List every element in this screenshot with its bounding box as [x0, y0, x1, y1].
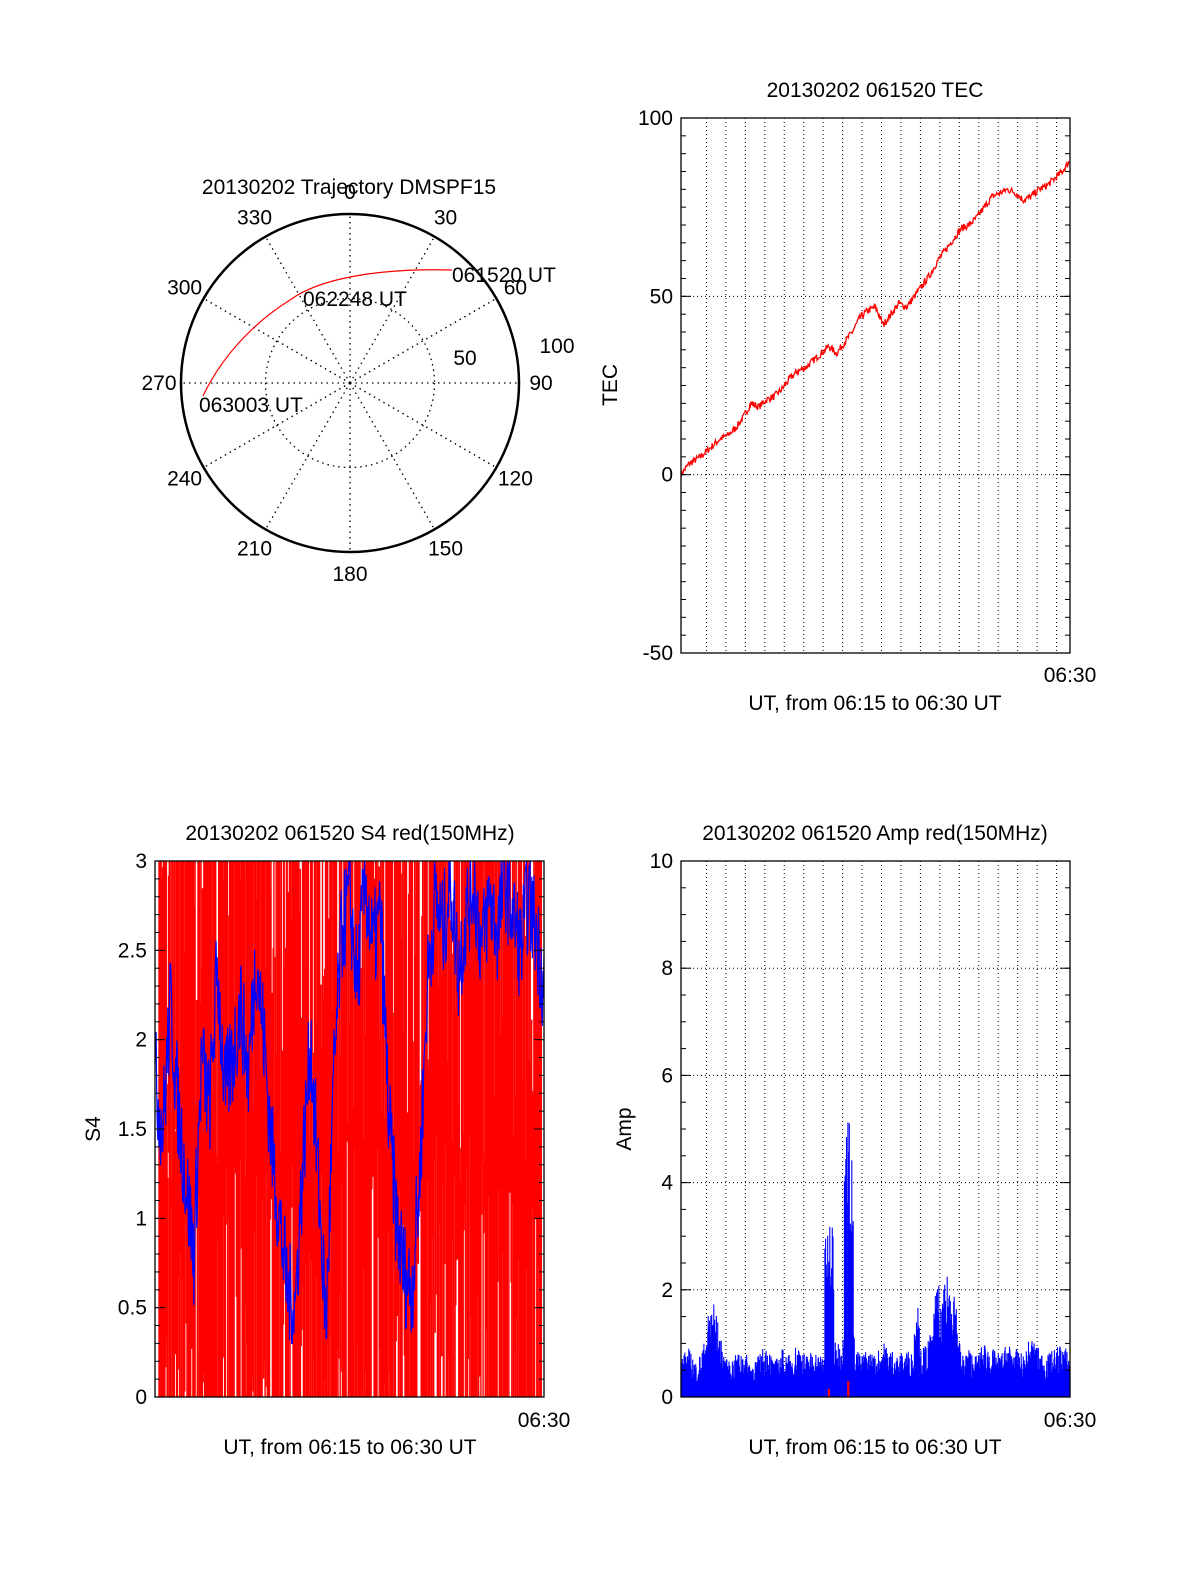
amp-chart: 20130202 061520 Amp red(150MHz) 1086420 …: [613, 822, 1096, 1459]
s4-y-axis-label: S4: [82, 1116, 105, 1142]
polar-angle-label: 0: [344, 181, 356, 204]
polar-angle-label: 150: [428, 537, 463, 560]
y-tick-label: 1: [135, 1207, 147, 1230]
polar-radial-label: 100: [539, 335, 574, 358]
time-label-end: 063003 UT: [199, 394, 303, 417]
polar-angle-label: 60: [504, 277, 527, 300]
polar-angle-label: 270: [141, 372, 176, 395]
tec-y-axis-label: TEC: [599, 364, 622, 406]
y-tick-label: 0: [135, 1386, 147, 1409]
y-tick-label: -50: [643, 642, 673, 665]
time-label-mid: 062248 UT: [303, 288, 407, 311]
tec-x-tick-label: 06:30: [1044, 664, 1097, 687]
polar-spoke: [349, 382, 497, 469]
s4-chart: 20130202 061520 S4 red(150MHz) 3 2.5 2 1.5 1…: [82, 822, 570, 1459]
polar-radial-label: 50: [453, 347, 476, 370]
s4-x-axis-label: UT, from 06:15 to 06:30 UT: [223, 1436, 476, 1459]
s4-plot-area: 3 2.5 2 1.5 1 0.5 0: [118, 850, 545, 1409]
amp-blue-series: [680, 1276, 1071, 1397]
amp-x-tick-label: 06:30: [1044, 1409, 1097, 1432]
y-tick-label: 0: [661, 464, 673, 487]
polar-angle-label: 30: [434, 207, 457, 230]
polar-angle-label: 90: [529, 372, 552, 395]
tec-x-axis-label: UT, from 06:15 to 06:30 UT: [748, 692, 1001, 715]
y-tick-label: 50: [650, 285, 673, 308]
amp-blue-burst: [847, 1152, 854, 1376]
y-tick-label: 1.5: [118, 1118, 147, 1141]
polar-spoke: [203, 382, 351, 469]
polar-outer-ring: [179, 212, 521, 554]
plot-frame: [680, 860, 1071, 1398]
y-tick-label: 2: [135, 1029, 147, 1052]
y-tick-label: 3: [135, 850, 147, 873]
polar-trajectory-chart: 20130202 Trajectory DMSPF15 0 30 60 90 120 15…: [141, 176, 574, 586]
polar-spoke: [349, 236, 436, 384]
polar-spoke: [203, 297, 351, 384]
y-tick-label: 2.5: [118, 939, 147, 962]
y-tick-label: 8: [661, 957, 673, 980]
polar-labels: 0 30 60 90 120 150 180 210 240 270 300 330 50 100: [141, 181, 574, 586]
y-tick-label: 0.5: [118, 1297, 147, 1320]
y-tick-label: 6: [661, 1064, 673, 1087]
time-label-start: 061520 UT: [452, 264, 556, 287]
y-tick-label: 2: [661, 1279, 673, 1302]
polar-angle-label: 240: [167, 468, 202, 491]
tec-plot-area: 100 50 0 -50: [638, 107, 1071, 665]
polar-angle-label: 180: [332, 563, 367, 586]
amp-chart-title: 20130202 061520 Amp red(150MHz): [702, 822, 1048, 845]
polar-angle-label: 330: [237, 207, 272, 230]
y-tick-label: 100: [638, 107, 673, 130]
s4-x-tick-label: 06:30: [518, 1409, 571, 1432]
polar-ring-50: [264, 297, 436, 469]
polar-angle-label: 120: [498, 468, 533, 491]
polar-angle-label: 300: [167, 277, 202, 300]
amp-blue-burst: [933, 1285, 940, 1376]
polar-spoke: [264, 382, 351, 530]
polar-spoke: [349, 297, 497, 384]
trajectory-line: [202, 269, 453, 397]
y-tick-label: 4: [661, 1172, 673, 1195]
polar-spoke: [264, 236, 351, 384]
amp-blue-burst: [913, 1307, 920, 1376]
plot-frame: [680, 117, 1071, 654]
amp-plot-area: 10 8 6 4 2 0: [650, 850, 1071, 1409]
polar-angle-label: 210: [237, 537, 272, 560]
tec-chart-title: 20130202 061520 TEC: [767, 79, 984, 102]
amp-y-axis-label: Amp: [613, 1107, 636, 1150]
s4-chart-title: 20130202 061520 S4 red(150MHz): [185, 822, 514, 845]
y-tick-label: 10: [650, 850, 673, 873]
polar-grid: [179, 212, 521, 554]
amp-x-axis-label: UT, from 06:15 to 06:30 UT: [748, 1436, 1001, 1459]
tec-series-line: [680, 160, 1071, 479]
polar-chart-title: 20130202 Trajectory DMSPF15: [202, 176, 496, 199]
amp-blue-burst: [828, 1227, 835, 1376]
y-tick-label: 0: [661, 1386, 673, 1409]
polar-spoke: [349, 382, 436, 530]
